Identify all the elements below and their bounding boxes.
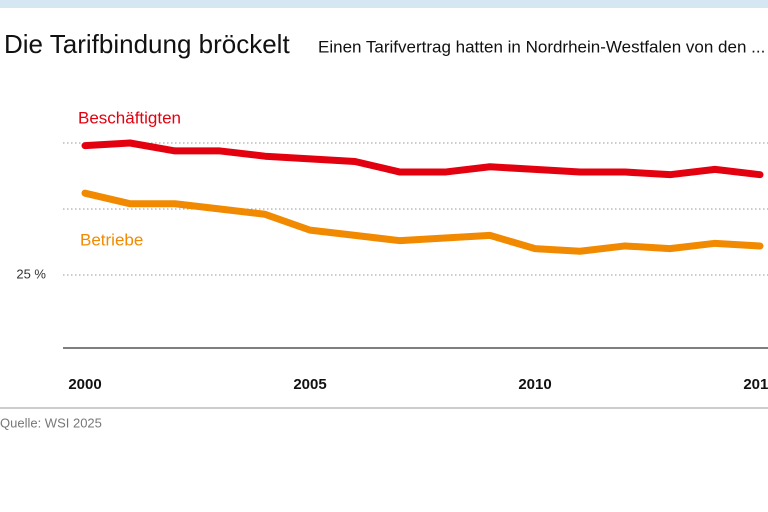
chart-title: Die Tarifbindung bröckelt [4,29,290,59]
y-tick-label: 25 % [16,266,46,281]
chart-subtitle: Einen Tarifvertrag hatten in Nordrhein-W… [318,37,765,56]
x-tick-label: 2000 [68,376,101,393]
data-line [81,139,764,179]
x-tick-label: 2010 [518,376,551,393]
x-tick-label: 2015 [743,376,768,393]
series-label: Beschäftigten [78,108,181,127]
x-tick-label: 2005 [293,376,326,393]
source: Quelle: WSI 2025 [0,415,102,430]
series-label: Betriebe [80,230,143,249]
data-line [81,189,764,255]
top-bar [0,0,768,8]
